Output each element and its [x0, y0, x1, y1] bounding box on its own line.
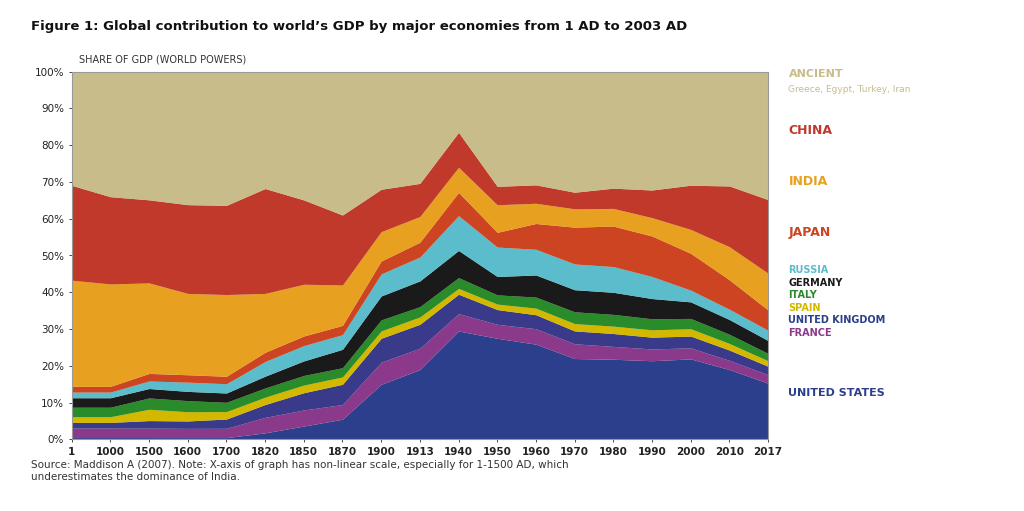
Text: UNITED KINGDOM: UNITED KINGDOM — [788, 315, 886, 326]
Text: CHINA: CHINA — [788, 124, 833, 137]
Text: SPAIN: SPAIN — [788, 303, 821, 313]
Text: JAPAN: JAPAN — [788, 226, 830, 239]
Text: ITALY: ITALY — [788, 290, 817, 300]
Text: ANCIENT: ANCIENT — [788, 69, 843, 79]
Text: UNITED STATES: UNITED STATES — [788, 388, 885, 399]
Text: RUSSIA: RUSSIA — [788, 265, 828, 275]
Text: SHARE OF GDP (WORLD POWERS): SHARE OF GDP (WORLD POWERS) — [79, 54, 246, 64]
Text: FRANCE: FRANCE — [788, 328, 833, 338]
Text: Figure 1: Global contribution to world’s GDP by major economies from 1 AD to 200: Figure 1: Global contribution to world’s… — [31, 20, 687, 33]
Text: INDIA: INDIA — [788, 175, 827, 188]
Text: Source: Maddison A (2007). Note: X-axis of graph has non-linear scale, especiall: Source: Maddison A (2007). Note: X-axis … — [31, 460, 568, 481]
Text: GERMANY: GERMANY — [788, 277, 843, 288]
Text: Greece, Egypt, Turkey, Iran: Greece, Egypt, Turkey, Iran — [788, 85, 911, 94]
